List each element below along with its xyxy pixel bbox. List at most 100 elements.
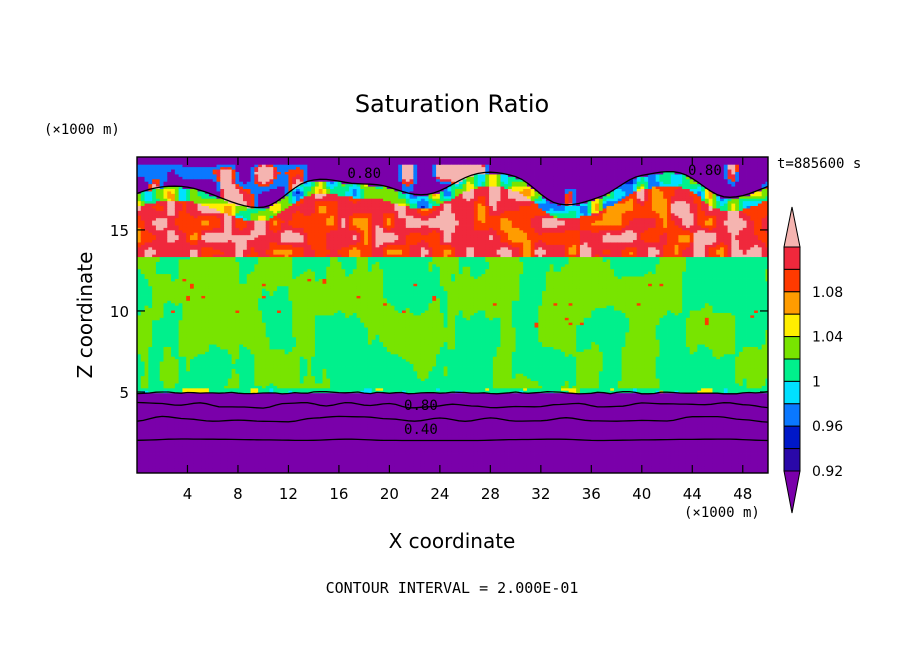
field-cell xyxy=(231,188,236,192)
field-cell xyxy=(167,332,172,335)
field-cell xyxy=(246,329,251,333)
field-cell xyxy=(186,366,191,369)
field-cell xyxy=(208,460,214,464)
field-cell xyxy=(174,322,180,326)
field-cell xyxy=(265,290,270,294)
field-cell xyxy=(277,266,282,270)
field-cell xyxy=(254,256,259,260)
field-cell xyxy=(174,397,180,401)
field-cell xyxy=(227,229,233,233)
field-cell xyxy=(201,431,206,435)
field-cell xyxy=(152,400,157,403)
field-cell xyxy=(261,412,267,416)
field-cell xyxy=(231,368,236,372)
field-cell xyxy=(273,465,278,469)
field-cell xyxy=(269,300,274,304)
field-cell xyxy=(224,227,229,231)
field-cell xyxy=(246,237,251,241)
field-cell xyxy=(235,409,240,413)
field-cell xyxy=(258,195,263,199)
field-cell xyxy=(144,400,149,403)
field-cell xyxy=(155,453,161,457)
field-cell xyxy=(190,375,195,379)
field-cell xyxy=(246,373,251,377)
field-cell xyxy=(212,334,217,338)
field-cell xyxy=(201,307,206,311)
field-cell xyxy=(171,341,176,345)
field-cell xyxy=(208,159,214,163)
field-cell xyxy=(273,312,278,316)
field-cell xyxy=(163,171,168,175)
field-cell xyxy=(231,336,236,340)
field-cell xyxy=(205,412,210,416)
field-cell xyxy=(193,229,198,233)
field-cell xyxy=(250,315,255,318)
field-cell xyxy=(155,276,161,279)
field-cell xyxy=(216,344,221,347)
field-cell xyxy=(152,285,157,289)
field-cell xyxy=(167,246,172,250)
field-cell xyxy=(193,385,198,389)
field-cell xyxy=(178,200,183,204)
field-cell xyxy=(197,443,202,447)
field-cell xyxy=(205,244,210,248)
field-cell xyxy=(250,237,255,241)
field-cell xyxy=(144,448,149,452)
field-cell xyxy=(167,344,172,347)
field-cell xyxy=(171,229,176,233)
field-cell xyxy=(250,254,255,258)
field-cell xyxy=(277,244,282,248)
field-cell xyxy=(197,349,202,352)
field-cell xyxy=(178,458,183,462)
field-cell xyxy=(178,310,183,313)
field-cell xyxy=(182,368,187,372)
field-cell xyxy=(178,339,183,343)
field-cell xyxy=(148,351,153,355)
field-cell xyxy=(140,375,145,379)
field-cell xyxy=(258,327,263,330)
field-cell xyxy=(190,429,195,433)
field-cell xyxy=(144,280,149,284)
field-cell xyxy=(193,278,198,282)
field-cell xyxy=(140,385,145,389)
field-cell xyxy=(201,395,206,399)
field-cell xyxy=(273,217,278,221)
field-cell xyxy=(182,329,187,333)
field-cell xyxy=(140,395,145,399)
field-cell xyxy=(269,280,274,284)
field-cell xyxy=(167,455,172,459)
field-cell xyxy=(208,392,214,396)
field-cell xyxy=(201,429,206,433)
field-cell xyxy=(231,361,236,365)
field-cell xyxy=(243,351,248,355)
field-cell xyxy=(163,200,168,204)
field-cell xyxy=(178,225,183,228)
field-cell xyxy=(159,322,164,326)
field-cell xyxy=(269,434,274,437)
field-cell xyxy=(269,237,274,241)
field-cell xyxy=(205,361,210,365)
field-cell xyxy=(178,431,183,435)
field-cell xyxy=(190,370,195,374)
field-cell xyxy=(224,288,229,292)
field-cell xyxy=(152,375,157,379)
field-cell xyxy=(205,227,210,231)
field-cell xyxy=(250,426,255,430)
field-cell xyxy=(171,259,176,262)
field-cell xyxy=(137,392,142,396)
field-cell xyxy=(174,225,180,228)
field-cell xyxy=(250,448,255,452)
field-cell xyxy=(239,225,244,228)
field-cell xyxy=(224,181,229,185)
field-cell xyxy=(250,322,255,326)
field-cell xyxy=(261,171,267,175)
field-cell xyxy=(171,455,176,459)
field-cell xyxy=(148,385,153,389)
field-cell xyxy=(152,346,157,350)
field-cell xyxy=(137,276,142,279)
field-cell xyxy=(239,307,244,311)
field-cell xyxy=(193,259,198,262)
field-cell xyxy=(137,368,142,372)
field-cell xyxy=(140,251,145,255)
field-cell xyxy=(144,288,149,292)
